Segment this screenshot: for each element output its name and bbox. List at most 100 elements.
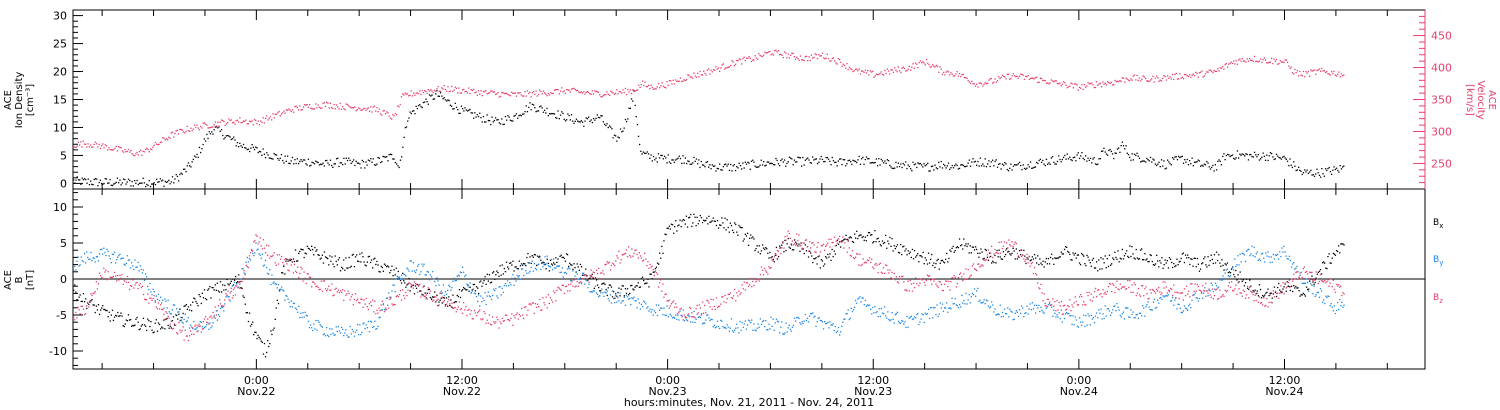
data-point [872, 242, 874, 244]
data-point [843, 318, 845, 320]
data-point [999, 162, 1001, 165]
data-point [557, 265, 559, 267]
data-point [289, 109, 291, 111]
data-point [486, 295, 488, 297]
data-point [132, 154, 134, 156]
data-point [1129, 316, 1131, 319]
data-point [1132, 311, 1134, 313]
data-point [754, 55, 756, 57]
data-point [983, 165, 985, 167]
data-point [616, 140, 618, 142]
data-point [249, 120, 251, 122]
data-point [967, 299, 969, 301]
data-point [429, 274, 432, 276]
data-point [1100, 150, 1103, 152]
data-point [478, 294, 480, 296]
data-point [306, 104, 308, 106]
data-point [1023, 315, 1025, 318]
data-point [170, 181, 172, 183]
data-point [598, 286, 600, 289]
data-point [365, 109, 367, 112]
data-point [664, 314, 666, 316]
data-point [938, 161, 940, 164]
data-point [613, 93, 616, 95]
data-point [326, 290, 328, 292]
data-point [475, 286, 478, 288]
data-point [540, 105, 542, 107]
data-point [894, 67, 896, 69]
data-point [109, 276, 111, 278]
data-point [1278, 62, 1280, 65]
data-point [975, 295, 977, 297]
data-point [768, 323, 770, 325]
data-point [841, 163, 843, 166]
data-point [1332, 72, 1334, 75]
data-point [736, 166, 738, 168]
data-point [184, 305, 186, 307]
data-point [316, 285, 318, 287]
data-point [198, 325, 200, 328]
data-point [784, 239, 786, 242]
data-point [805, 158, 808, 160]
data-point [82, 140, 84, 142]
data-point [739, 226, 741, 228]
data-point [671, 159, 673, 161]
data-point [302, 249, 304, 251]
data-point [74, 182, 76, 184]
data-point [103, 267, 105, 269]
data-point [1094, 86, 1097, 89]
data-point [1252, 255, 1254, 257]
data-point [1300, 74, 1302, 76]
data-point [253, 334, 255, 336]
data-point [1077, 254, 1080, 256]
data-point [732, 61, 734, 63]
data-point [1251, 155, 1253, 158]
data-point [387, 112, 389, 114]
data-point [1148, 306, 1150, 308]
data-point [817, 317, 819, 320]
data-point [619, 295, 621, 297]
data-point [91, 260, 93, 262]
data-point [632, 298, 634, 300]
data-point [513, 92, 515, 94]
data-point [671, 83, 673, 85]
data-point [552, 113, 554, 115]
data-point [1257, 154, 1259, 156]
data-point [963, 76, 966, 79]
data-point [444, 304, 447, 306]
data-point [1208, 69, 1210, 71]
data-point [727, 326, 729, 328]
data-point [73, 316, 75, 318]
data-point [287, 155, 289, 157]
data-point [531, 255, 533, 257]
data-point [250, 147, 252, 149]
data-point [907, 326, 909, 328]
data-point [371, 111, 373, 113]
data-point [902, 320, 904, 322]
data-point [482, 115, 485, 118]
data-point [108, 278, 110, 280]
data-point [370, 106, 372, 108]
data-point [1188, 257, 1190, 259]
data-point [1194, 292, 1196, 294]
data-point [100, 182, 103, 185]
data-point [629, 292, 631, 295]
data-point [350, 265, 352, 267]
data-point [239, 281, 241, 283]
data-point [807, 321, 810, 323]
data-point [807, 60, 809, 62]
data-point [715, 170, 717, 172]
data-point [149, 185, 152, 188]
data-point [213, 289, 215, 291]
data-point [944, 165, 946, 167]
data-point [344, 163, 346, 165]
data-point [238, 121, 240, 123]
data-point [390, 269, 392, 272]
data-point [955, 304, 957, 306]
data-point [300, 109, 302, 111]
data-point [971, 246, 974, 248]
data-point [164, 328, 166, 330]
data-point [611, 296, 614, 298]
data-point [954, 165, 956, 167]
data-point [504, 271, 507, 273]
